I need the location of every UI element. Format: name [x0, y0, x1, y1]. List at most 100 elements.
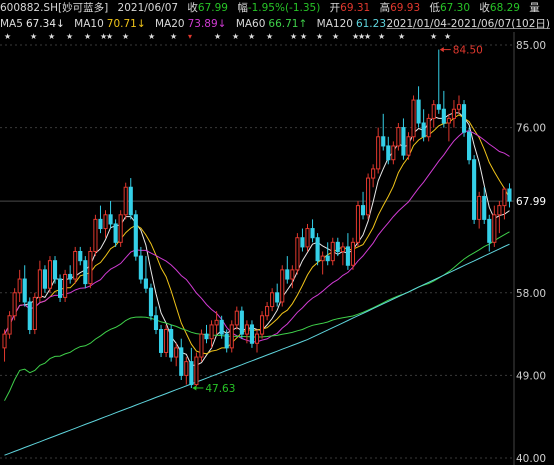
candle-74 — [376, 127, 381, 174]
quote-date: 2021/06/07 — [117, 2, 179, 14]
event-marker-icon[interactable]: ★ — [378, 32, 386, 41]
ma5-value: 67.34 — [25, 18, 56, 30]
candle-84 — [426, 113, 431, 142]
candle-57 — [290, 265, 295, 289]
candle-42 — [214, 311, 219, 335]
candle-1 — [7, 311, 12, 339]
candle-92 — [467, 127, 472, 165]
candle-10 — [52, 256, 58, 284]
ma20-label: MA20 — [154, 18, 185, 30]
ma20-arrow: ↓ — [217, 18, 227, 30]
event-marker-icon[interactable]: ★ — [430, 32, 438, 41]
candle-76 — [386, 136, 391, 165]
candle-6 — [32, 292, 37, 335]
low-value: 67.30 — [439, 2, 471, 14]
ma5-arrow: ↓ — [56, 18, 65, 30]
event-marker-icon[interactable]: ★ — [100, 32, 108, 41]
open-value: 69.31 — [340, 2, 371, 14]
candle-58 — [295, 233, 300, 275]
ma10-value: 70.71 — [106, 18, 137, 30]
event-marker-icon[interactable]: ★ — [358, 32, 366, 41]
candle-45 — [229, 320, 234, 353]
candle-97 — [492, 205, 497, 247]
y-tick-label: 85.00 — [516, 40, 546, 52]
ma5-label: MA5 — [0, 18, 23, 30]
event-marker-icon[interactable]: ★ — [266, 32, 274, 41]
candle-79 — [401, 118, 406, 160]
event-marker-icon[interactable]: ★ — [170, 32, 178, 41]
candle-51 — [259, 311, 265, 339]
candle-72 — [366, 173, 371, 220]
ma120-value: 61.23 — [355, 18, 386, 30]
low-label: 低 — [429, 2, 440, 14]
close-value: 67.99 — [197, 2, 228, 14]
candle-99 — [502, 187, 507, 220]
date-range[interactable]: 2021/01/04-2021/06/07(102日) — [386, 18, 550, 30]
event-marker-icon[interactable]: ★ — [444, 32, 452, 41]
candle-71 — [360, 191, 366, 220]
event-marker-icon[interactable]: ★ — [148, 32, 156, 41]
candle-22 — [113, 219, 118, 247]
change-label: 幅 — [237, 2, 248, 14]
candle-14 — [73, 246, 78, 284]
candle-30 — [153, 306, 159, 335]
candle-66 — [335, 237, 340, 257]
event-marker-icon[interactable]: ★ — [106, 32, 114, 41]
event-marker-icon[interactable]: ★ — [364, 32, 372, 41]
candlestick-chart[interactable]: 84.50 47.63 85.00 76.00 67.99 58.00 49.00 40.0… — [0, 32, 554, 465]
candle-98 — [497, 201, 502, 234]
candle-94 — [477, 191, 482, 229]
event-marker-icon[interactable]: ★ — [232, 32, 240, 41]
candle-43 — [219, 315, 224, 339]
candle-95 — [482, 187, 487, 224]
event-marker-icon[interactable]: ★ — [290, 32, 298, 41]
event-marker-icon[interactable]: ★ — [398, 32, 406, 41]
event-marker-icon[interactable]: ★ — [248, 32, 256, 41]
ma20-line — [4, 130, 510, 343]
event-markers: ★ ★ ★ ★ ★ ★ ★ ★ ★ ★ ▾ ★ ★ ★ ★ ★ ★ ★ ★ ★ ★ ★ ★ ★ ★ ★ — [0, 33, 554, 43]
candle-13 — [68, 265, 73, 284]
y-tick-label: 67.99 — [516, 196, 546, 208]
candle-89 — [451, 100, 456, 128]
candle-12 — [63, 269, 68, 302]
event-marker-icon[interactable]: ★ — [122, 32, 130, 41]
candle-60 — [305, 223, 310, 252]
event-marker-icon[interactable]: ★ — [84, 32, 92, 41]
event-marker-icon[interactable]: ★ — [30, 32, 38, 41]
event-marker-icon[interactable]: ★ — [300, 32, 308, 41]
candle-55 — [280, 265, 285, 307]
event-marker-icon[interactable]: ▾ — [188, 32, 193, 41]
event-marker-icon[interactable]: ★ — [48, 32, 56, 41]
prev-close-label: 收 — [479, 2, 490, 14]
y-tick-label: 76.00 — [516, 123, 546, 135]
candle-39 — [199, 329, 204, 362]
candle-53 — [270, 288, 275, 312]
event-marker-icon[interactable]: ★ — [316, 32, 324, 41]
candle-35 — [179, 338, 184, 380]
candle-86 — [436, 49, 441, 114]
ma10-arrow: ↓ — [136, 18, 146, 30]
candle-3 — [17, 269, 22, 302]
event-marker-icon[interactable]: ★ — [214, 32, 222, 41]
event-marker-icon[interactable]: ★ — [66, 32, 74, 41]
candle-85 — [431, 100, 436, 128]
event-marker-icon[interactable]: ★ — [4, 32, 12, 41]
candle-54 — [275, 283, 280, 307]
candle-44 — [224, 329, 229, 353]
stock-code-name: 600882.SH[妙可蓝多] — [0, 2, 109, 14]
candle-47 — [239, 306, 244, 339]
candle-91 — [461, 100, 467, 137]
event-marker-icon[interactable]: ★ — [332, 32, 340, 41]
candle-88 — [446, 113, 451, 142]
candle-61 — [310, 219, 315, 243]
candle-77 — [391, 141, 396, 165]
candle-23 — [118, 210, 123, 247]
annotation-0: 84.50 — [439, 45, 483, 57]
candle-25 — [128, 178, 133, 220]
candle-68 — [345, 233, 350, 270]
candle-52 — [265, 301, 270, 321]
ma-legend: MA5 67.34↓ MA10 70.71↓ MA20 73.89↓ MA60 66.7… — [0, 16, 386, 32]
svg-text:84.50: 84.50 — [453, 45, 483, 57]
candle-27 — [138, 246, 143, 284]
event-marker-icon[interactable]: ★ — [352, 32, 360, 41]
